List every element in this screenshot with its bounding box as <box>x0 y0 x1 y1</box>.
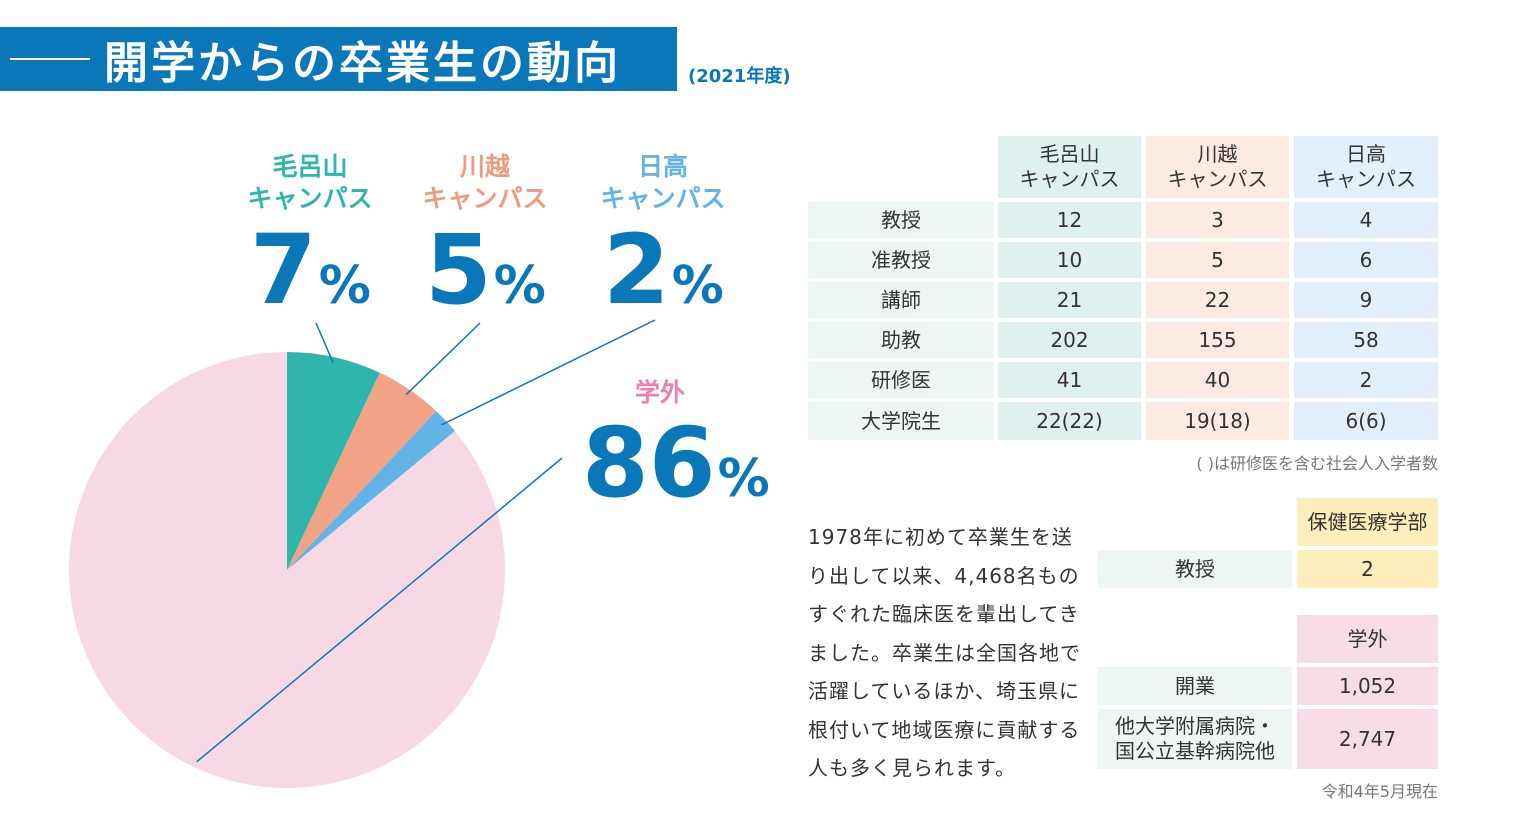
leader-line <box>196 457 563 763</box>
table-cell: 5 <box>1146 242 1289 278</box>
pie-chart <box>69 319 656 788</box>
row-label: 大学院生 <box>808 402 994 440</box>
description-text: 1978年に初めて卒業生を送り出して以来、4,468名ものすぐれた臨床医を輩出し… <box>808 525 1081 780</box>
date-note: 令和4年5月現在 <box>1321 782 1438 801</box>
slice-label-moroyama: 毛呂山 キャンパス <box>240 151 380 215</box>
slice-label-line: 川越 <box>459 152 510 181</box>
row-label: 他大学附属病院・ 国公立基幹病院他 <box>1098 709 1292 769</box>
percent-unit: % <box>318 256 371 316</box>
percent-value: 86 <box>582 407 716 519</box>
pie-slice <box>69 352 506 788</box>
slice-percent-external: 86% <box>582 415 770 511</box>
percent-unit: % <box>717 449 770 509</box>
title-year: (2021年度) <box>688 66 791 87</box>
table-cell: 10 <box>998 242 1141 278</box>
row-label: 教授 <box>808 202 994 238</box>
table-header-moroyama: 毛呂山 キャンパス <box>998 136 1141 198</box>
table-header-kawagoe: 川越 キャンパス <box>1146 136 1289 198</box>
table-cell: 6(6) <box>1294 402 1438 440</box>
table-cell: 22 <box>1146 282 1289 318</box>
pie-slice <box>287 372 437 570</box>
table-cell: 41 <box>998 362 1141 398</box>
row-label: 研修医 <box>808 362 994 398</box>
slice-label-line: キャンパス <box>600 184 726 213</box>
table-cell: 155 <box>1146 322 1289 358</box>
slice-percent-moroyama: 7% <box>250 222 371 318</box>
slice-percent-hidaka: 2% <box>603 222 724 318</box>
row-label: 教授 <box>1098 550 1292 588</box>
table-cell: 6 <box>1294 242 1438 278</box>
table-cell: 19(18) <box>1146 402 1289 440</box>
table-cell: 202 <box>998 322 1141 358</box>
table-header-hidaka: 日高 キャンパス <box>1294 136 1438 198</box>
slice-label-line: 毛呂山 <box>272 152 348 181</box>
slice-label-line: 学外 <box>634 378 685 407</box>
table-cell: 12 <box>998 202 1141 238</box>
slice-label-line: 日高 <box>637 152 688 181</box>
slice-label-kawagoe: 川越 キャンパス <box>415 151 555 215</box>
table-cell: 2,747 <box>1297 709 1438 769</box>
percent-unit: % <box>493 256 546 316</box>
table-cell: 9 <box>1294 282 1438 318</box>
table-note: ( )は研修医を含む社会人入学者数 <box>1196 454 1438 473</box>
leader-line <box>405 322 481 396</box>
title-bar: 開学からの卒業生の動向 <box>0 27 677 91</box>
external-table-header: 学外 <box>1297 615 1438 663</box>
row-label: 講師 <box>808 282 994 318</box>
pie-slice <box>287 411 455 570</box>
slice-label-line: キャンパス <box>422 184 548 213</box>
table-cell: 21 <box>998 282 1141 318</box>
slice-label-line: キャンパス <box>247 184 373 213</box>
row-label: 助教 <box>808 322 994 358</box>
table-cell: 3 <box>1146 202 1289 238</box>
table-cell: 40 <box>1146 362 1289 398</box>
table-cell: 1,052 <box>1297 667 1438 705</box>
table-cell: 4 <box>1294 202 1438 238</box>
table-cell: 58 <box>1294 322 1438 358</box>
pie-slice <box>287 352 380 570</box>
percent-unit: % <box>671 256 724 316</box>
table-cell: 22(22) <box>998 402 1141 440</box>
table-cell: 2 <box>1297 550 1438 588</box>
title-rule <box>10 58 90 60</box>
percent-value: 7 <box>250 214 317 326</box>
leader-line <box>441 319 656 426</box>
table-cell: 2 <box>1294 362 1438 398</box>
row-label: 開業 <box>1098 667 1292 705</box>
slice-percent-kawagoe: 5% <box>425 222 546 318</box>
slice-label-hidaka: 日高 キャンパス <box>593 151 733 215</box>
row-label: 准教授 <box>808 242 994 278</box>
slice-label-external: 学外 <box>595 377 725 409</box>
percent-value: 2 <box>603 214 670 326</box>
percent-value: 5 <box>425 214 492 326</box>
health-table-header: 保健医療学部 <box>1297 498 1438 546</box>
page-title: 開学からの卒業生の動向 <box>104 38 621 89</box>
leader-line <box>315 322 334 364</box>
